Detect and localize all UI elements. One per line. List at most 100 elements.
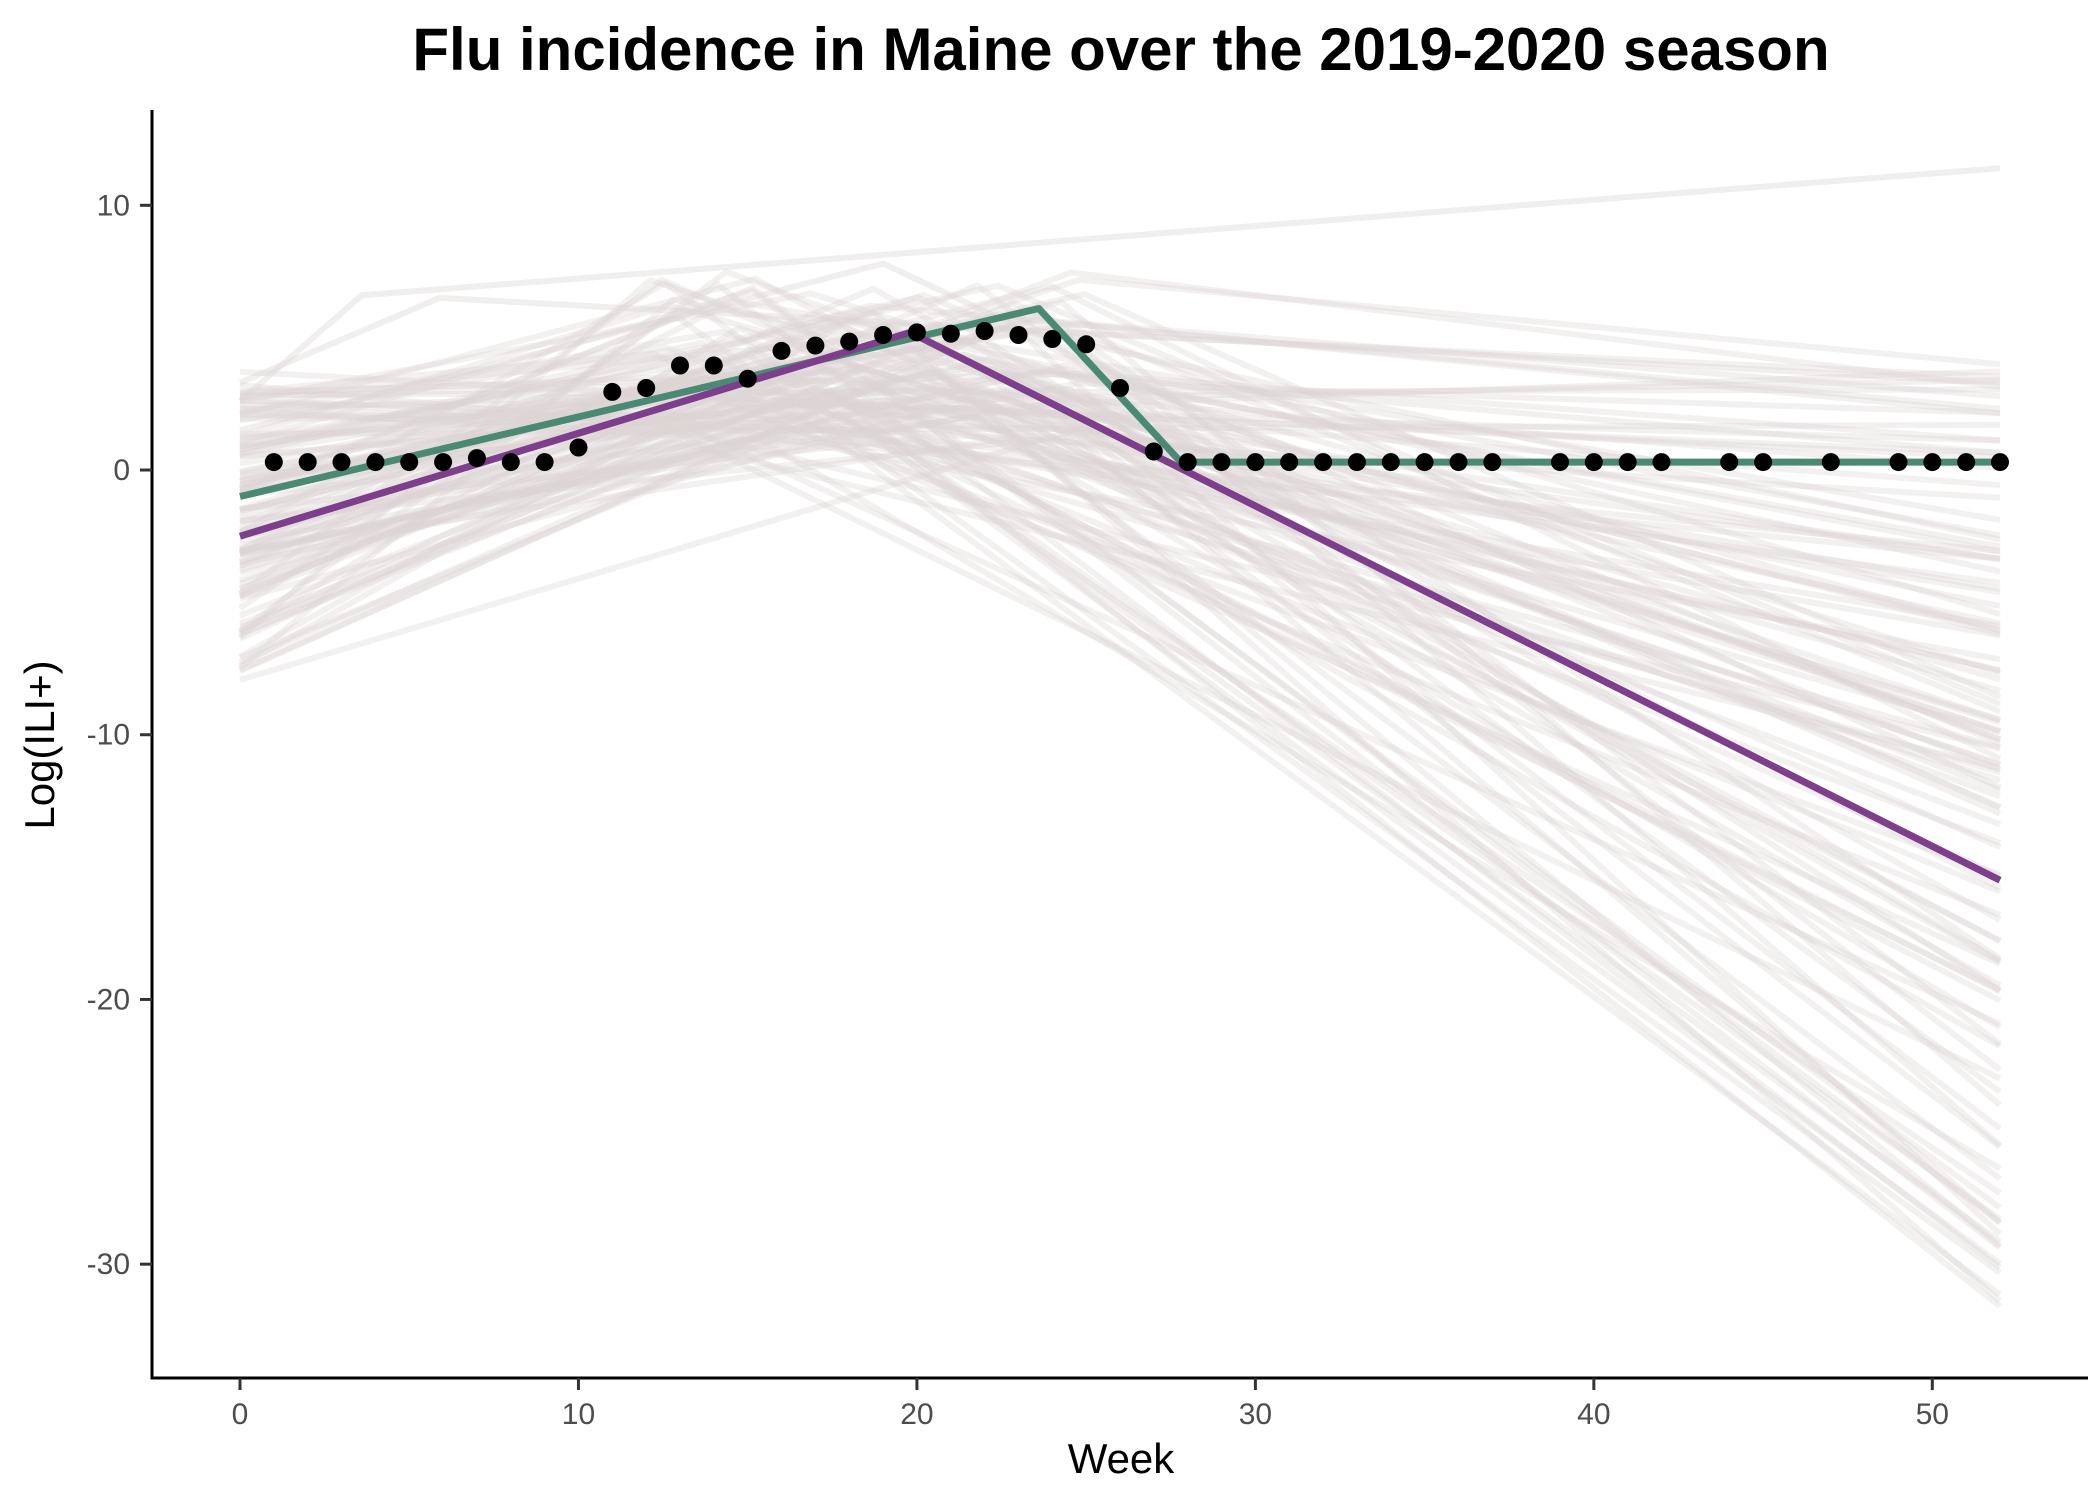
ensemble-line — [238, 403, 2001, 661]
ensemble-line — [239, 416, 2002, 1082]
ensemble-line — [239, 294, 2002, 994]
ensemble-line — [238, 361, 2002, 1210]
observed-point — [1009, 326, 1028, 344]
ensemble-line — [239, 400, 2002, 995]
observed-point — [1043, 330, 1062, 348]
ensemble-line — [239, 366, 2001, 767]
observed-points — [264, 322, 2009, 472]
ensemble-line — [239, 302, 2001, 484]
ensemble-line — [239, 404, 2001, 639]
observed-point — [535, 453, 554, 472]
ensemble-line — [238, 276, 2002, 879]
ensemble-line — [238, 383, 2002, 879]
observed-point — [772, 341, 791, 360]
ensemble-line — [238, 319, 2001, 669]
x-tick-label: 30 — [1239, 1398, 1272, 1431]
x-axis-title: Week — [1068, 1435, 1176, 1482]
observed-point — [1212, 453, 1231, 472]
ensemble-line — [239, 283, 2002, 762]
ensemble-line — [239, 380, 2001, 555]
ensemble-line — [239, 436, 2002, 1172]
ensemble-line — [239, 344, 2002, 895]
observed-point — [1246, 453, 1265, 472]
ensemble-line — [239, 377, 2001, 460]
ensemble-line — [238, 294, 2001, 386]
chart-title: Flu incidence in Maine over the 2019-202… — [412, 16, 1829, 83]
ensemble-line — [239, 401, 2001, 592]
ensemble-line — [239, 366, 2001, 634]
observed-point — [1957, 453, 1976, 472]
observed-point — [874, 326, 893, 344]
ensemble-line — [238, 268, 2002, 743]
y-tick-label: -30 — [87, 1248, 130, 1281]
ensemble-line — [239, 346, 2001, 726]
ensemble-line — [238, 393, 2002, 1049]
ensemble-line — [238, 365, 2001, 694]
observed-point — [1178, 453, 1197, 472]
ensemble-line — [238, 382, 2001, 673]
observed-point — [501, 453, 520, 472]
observed-point — [332, 453, 351, 472]
ensemble-line — [239, 356, 2002, 1249]
observed-point — [569, 438, 588, 457]
ensemble-line — [239, 361, 2001, 559]
ensemble-line — [239, 276, 2001, 555]
axes: 0 10 20 30 40 50 -30 -20 -10 0 10 — [87, 110, 2088, 1431]
ensemble-line — [238, 351, 2002, 773]
ensemble-line — [238, 277, 2001, 734]
y-tick-label: 0 — [113, 454, 130, 487]
ensemble-line — [238, 313, 2002, 1276]
ensemble-line — [238, 285, 2002, 1225]
observed-point — [975, 322, 994, 340]
observed-point — [1754, 453, 1773, 472]
observed-point — [1483, 453, 1502, 472]
ensemble-line — [239, 260, 2002, 791]
ensemble-line — [238, 375, 2001, 596]
observed-point — [1381, 453, 1400, 472]
ensemble-line — [239, 394, 2002, 989]
ensemble-line — [239, 369, 2002, 1095]
ensemble-line — [239, 412, 2001, 723]
observed-point — [1111, 379, 1129, 397]
x-tick-label: 0 — [232, 1398, 249, 1431]
ensemble-line — [239, 430, 2001, 569]
ensemble-line — [239, 382, 2001, 752]
ensemble-line — [238, 280, 2002, 1267]
observed-point — [1720, 453, 1739, 472]
observed-point — [907, 323, 926, 342]
ensemble-line — [239, 407, 2001, 562]
ensemble-line — [238, 325, 2001, 735]
observed-point — [1551, 453, 1569, 472]
y-tick-label: -20 — [87, 983, 130, 1016]
ensemble-line — [238, 413, 2002, 1027]
observed-point — [1449, 453, 1468, 472]
observed-point — [1415, 453, 1434, 472]
ensemble-line — [239, 397, 2002, 851]
y-tick-label: 10 — [97, 189, 130, 222]
ensemble-line — [239, 382, 2002, 828]
observed-point — [298, 453, 317, 472]
ensemble-lines — [238, 165, 2003, 1309]
ensemble-line — [239, 282, 2002, 707]
ensemble-line — [238, 165, 2001, 404]
ensemble-line — [239, 394, 2002, 846]
ensemble-line — [239, 389, 2002, 964]
ensemble-line — [239, 426, 2002, 1131]
ensemble-line — [239, 398, 2001, 627]
observed-point — [434, 453, 453, 472]
x-tick-label: 50 — [1916, 1398, 1949, 1431]
observed-point — [704, 356, 723, 375]
observed-point — [1280, 453, 1299, 472]
y-axis-title: Log(ILI+) — [16, 660, 63, 829]
observed-point — [1889, 453, 1908, 472]
observed-point — [1077, 335, 1096, 354]
ensemble-line — [239, 415, 2001, 501]
observed-point — [1618, 453, 1637, 472]
ensemble-line — [239, 400, 2001, 674]
observed-point — [400, 453, 419, 472]
ensemble-line — [239, 368, 2001, 413]
ensemble-line — [239, 302, 2001, 683]
ensemble-line — [239, 394, 2002, 743]
observed-point — [1347, 453, 1366, 472]
